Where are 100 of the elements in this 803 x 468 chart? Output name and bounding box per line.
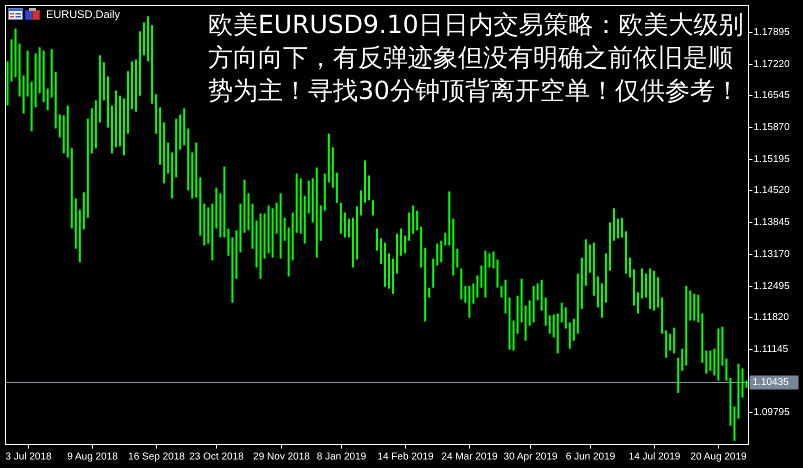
bar xyxy=(106,76,109,128)
bar xyxy=(94,100,97,148)
bar xyxy=(380,238,382,264)
bar xyxy=(404,236,406,254)
y-tick-label: 1.13845 xyxy=(754,217,790,228)
bar xyxy=(46,88,49,110)
y-tick-label: 1.17220 xyxy=(754,59,790,70)
bar xyxy=(568,322,571,349)
bar xyxy=(729,378,732,426)
bar xyxy=(26,50,29,97)
bar xyxy=(131,61,134,110)
bar xyxy=(163,122,166,184)
bar xyxy=(235,230,238,279)
bar xyxy=(681,348,684,371)
bar xyxy=(118,96,121,146)
bar xyxy=(372,200,374,216)
y-tick-label: 1.15870 xyxy=(754,122,790,133)
chart-title: EURUSD,Daily xyxy=(46,9,120,21)
bar xyxy=(725,358,728,381)
bar xyxy=(665,330,668,358)
bar xyxy=(544,298,547,326)
bar xyxy=(98,55,101,122)
bar xyxy=(384,242,386,287)
bar xyxy=(239,204,242,252)
bar xyxy=(649,268,652,309)
bar xyxy=(452,218,454,276)
bar xyxy=(540,280,543,311)
bar xyxy=(580,258,583,309)
bar xyxy=(637,292,640,314)
x-tick-label: 8 Jan 2019 xyxy=(316,452,367,462)
bar xyxy=(126,71,129,134)
y-tick-label: 1.09795 xyxy=(754,407,790,418)
bar xyxy=(440,240,442,262)
bar xyxy=(432,258,434,288)
bar xyxy=(54,72,57,129)
bar xyxy=(685,286,688,366)
bar xyxy=(155,94,158,134)
bar xyxy=(276,202,278,234)
bar xyxy=(199,177,202,236)
bar xyxy=(268,206,270,254)
bar xyxy=(70,148,73,229)
bar xyxy=(468,286,470,318)
bar xyxy=(231,237,234,303)
bar xyxy=(304,196,306,244)
y-tick-label: 1.11145 xyxy=(754,344,789,355)
x-tick-label: 30 Apr 2019 xyxy=(504,452,558,462)
bar xyxy=(717,328,720,381)
x-tick-label: 9 Aug 2018 xyxy=(67,452,118,462)
x-tick-label: 3 Jul 2018 xyxy=(5,452,52,462)
x-tick-label: 24 Mar 2019 xyxy=(441,452,498,462)
bar xyxy=(187,128,190,190)
bar xyxy=(207,207,210,244)
bar xyxy=(260,213,262,279)
bar xyxy=(448,191,450,246)
bar xyxy=(412,206,414,234)
bar xyxy=(701,314,704,363)
bar xyxy=(508,298,511,350)
y-tick-label: 1.11820 xyxy=(754,312,790,323)
bar xyxy=(292,212,294,260)
bar xyxy=(179,114,182,150)
bar xyxy=(264,213,266,259)
bar xyxy=(328,134,330,183)
bar xyxy=(705,350,708,374)
bar xyxy=(167,142,170,174)
bar xyxy=(532,286,535,322)
bar xyxy=(18,44,21,97)
bar xyxy=(548,315,551,334)
bar xyxy=(472,283,474,304)
bar xyxy=(596,276,599,308)
bar xyxy=(528,300,531,326)
bar xyxy=(191,152,194,198)
bar xyxy=(272,208,274,258)
bar xyxy=(151,25,154,104)
bar xyxy=(737,364,740,419)
annotation: 欧美EURUSD9.10日日内交易策略：欧美大级别方向向下，有反弹迹象但没有明确之前依旧是顺势为主！寻找30分钟顶背离开空单！仅供参考！ xyxy=(208,9,745,107)
bar xyxy=(629,258,632,278)
bar xyxy=(62,115,65,154)
bar xyxy=(641,268,644,298)
bar xyxy=(22,75,25,114)
bar xyxy=(436,244,438,266)
bar xyxy=(745,380,748,388)
bar xyxy=(38,47,41,94)
bar xyxy=(296,174,298,233)
bar xyxy=(600,283,603,318)
bar xyxy=(400,228,402,256)
x-tick-label: 29 Nov 2018 xyxy=(253,452,310,462)
bar xyxy=(512,320,515,351)
bar xyxy=(243,180,246,233)
bar xyxy=(6,61,9,106)
bar xyxy=(324,174,326,211)
bar xyxy=(564,307,567,329)
bar xyxy=(344,212,346,238)
bar xyxy=(320,206,322,241)
bar xyxy=(135,59,138,112)
bar xyxy=(612,208,615,241)
bar xyxy=(645,274,648,298)
bar xyxy=(175,118,178,178)
bar xyxy=(677,358,680,393)
bar xyxy=(556,314,559,354)
bar xyxy=(102,62,105,100)
